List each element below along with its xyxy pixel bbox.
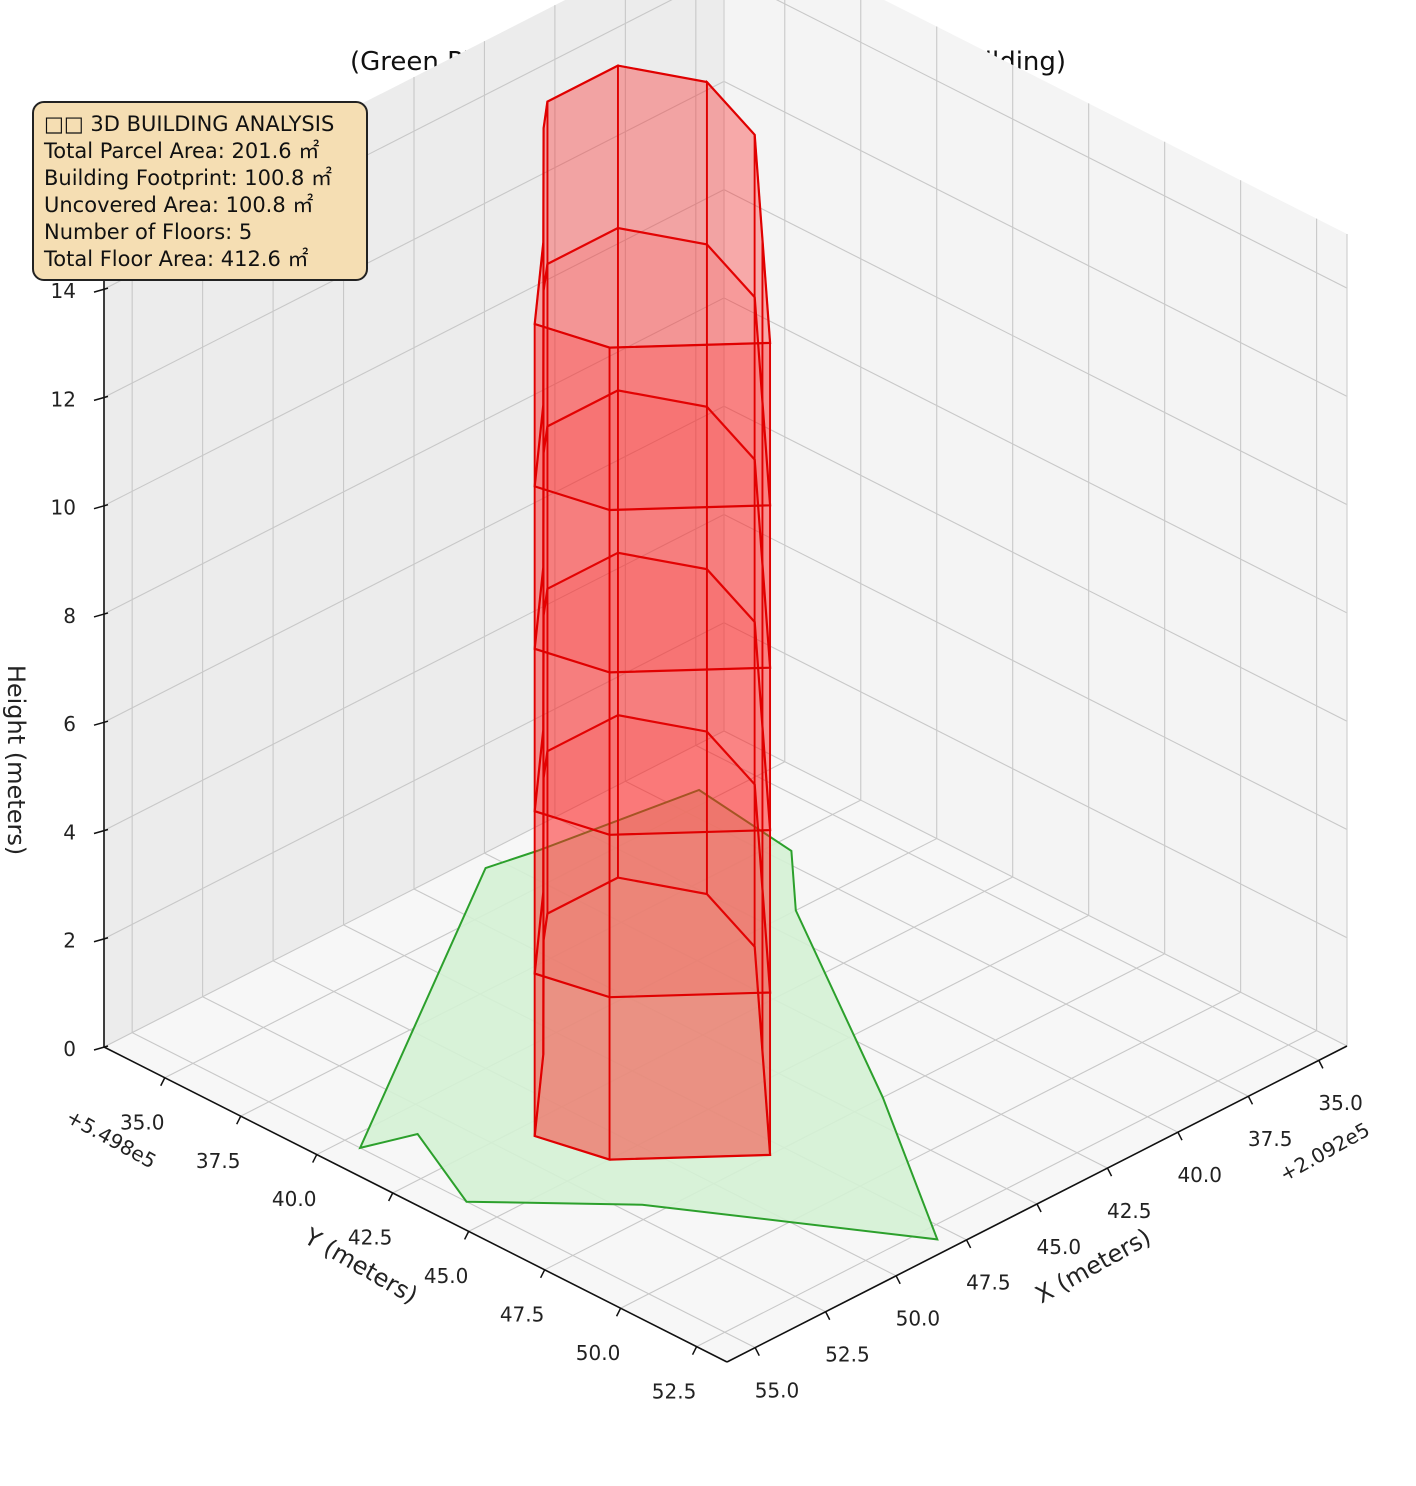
y-tick-mark bbox=[312, 1154, 318, 1163]
x-tick-mark bbox=[1247, 1095, 1254, 1105]
z-tick-label: 8 bbox=[63, 604, 76, 628]
x-tick-label: 42.5 bbox=[1107, 1199, 1152, 1223]
z-tick-mark bbox=[93, 287, 109, 293]
grid-line-z-right-wall bbox=[723, 189, 1348, 506]
x-tick-mark bbox=[754, 1347, 760, 1356]
grid-line-x-floor bbox=[695, 744, 1320, 1061]
parcel-platform bbox=[358, 788, 939, 1241]
tick-layer: 35.0 37.5 40.0 42.5 45.0 47.5 50.0 52.5 55.0 35.0… bbox=[51, 279, 1363, 1403]
grid-line-y-floor bbox=[696, 1030, 1317, 1348]
y-tick-mark bbox=[236, 1115, 242, 1125]
building-floor-slab bbox=[533, 876, 772, 1161]
grid-line-z-left-wall bbox=[103, 80, 725, 398]
grid-line-z-left-wall bbox=[103, 730, 725, 1048]
grid-line-z-right-wall bbox=[723, 622, 1348, 939]
y-axis-line bbox=[103, 1046, 728, 1363]
x-tick-label: 35.0 bbox=[1318, 1091, 1363, 1115]
y-tick-label: 45.0 bbox=[424, 1264, 469, 1288]
y-tick-label: 37.5 bbox=[196, 1149, 241, 1173]
z-tick-mark bbox=[93, 503, 109, 510]
analysis-annotation-box: □□ 3D BUILDING ANALYSIS Total Parcel Are… bbox=[32, 101, 368, 281]
y-tick-mark bbox=[160, 1077, 166, 1087]
z-tick-label: 2 bbox=[63, 929, 76, 953]
x-tick-mark bbox=[1318, 1060, 1324, 1069]
parcel-layer bbox=[358, 788, 939, 1241]
x-tick-label: 40.0 bbox=[1177, 1163, 1222, 1187]
y-tick-mark bbox=[387, 1192, 394, 1202]
x-tick-label: 55.0 bbox=[755, 1378, 800, 1402]
pane-back-right bbox=[724, 0, 1347, 1046]
z-axis-title: Height (meters) bbox=[2, 665, 30, 855]
x-tick-label: 45.0 bbox=[1037, 1235, 1082, 1259]
z-tick-label: 0 bbox=[63, 1037, 76, 1061]
grid-line-z-left-wall bbox=[103, 405, 725, 723]
building-layer bbox=[533, 64, 772, 1161]
z-tick-mark bbox=[93, 1045, 109, 1051]
z-tick-label: 12 bbox=[51, 387, 76, 411]
x-tick-label: 47.5 bbox=[966, 1271, 1011, 1295]
annotation-line-floors: Number of Floors: 5 bbox=[44, 220, 253, 244]
grid-line-z-left-wall bbox=[103, 513, 725, 831]
grid-line-z-left-wall bbox=[103, 189, 725, 507]
y-tick-label: 40.0 bbox=[272, 1187, 317, 1211]
y-tick-label: 42.5 bbox=[348, 1226, 393, 1250]
z-tick-mark bbox=[93, 395, 109, 402]
y-tick-label: 35.0 bbox=[120, 1110, 165, 1134]
z-tick-label: 4 bbox=[63, 820, 76, 844]
annotation-line-floor-area: Total Floor Area: 412.6 ㎡ bbox=[44, 247, 309, 271]
grid-line-z-right-wall bbox=[723, 297, 1348, 614]
x-tick-mark bbox=[1036, 1203, 1042, 1213]
z-tick-label: 10 bbox=[51, 496, 76, 520]
annotation-line-parcel-area: Total Parcel Area: 201.6 ㎡ bbox=[44, 139, 320, 163]
y-tick-label: 50.0 bbox=[576, 1341, 621, 1365]
z-tick-mark bbox=[93, 937, 109, 943]
x-tick-label: 52.5 bbox=[825, 1342, 870, 1366]
y-tick-mark bbox=[691, 1346, 698, 1356]
z-tick-mark bbox=[93, 828, 109, 835]
y-tick-label: 52.5 bbox=[652, 1379, 697, 1403]
annotation-header: □□ 3D BUILDING ANALYSIS bbox=[44, 112, 335, 136]
z-tick-label: 6 bbox=[63, 712, 76, 736]
grid-line-y-floor bbox=[620, 991, 1241, 1309]
annotation-line-uncovered: Uncovered Area: 100.8 ㎡ bbox=[44, 193, 314, 217]
grid-line-z-left-wall bbox=[103, 622, 725, 940]
z-tick-mark bbox=[93, 720, 109, 726]
grid-line-z-right-wall bbox=[723, 513, 1348, 830]
x-tick-label: 50.0 bbox=[896, 1307, 941, 1331]
z-tick-label: 14 bbox=[51, 279, 76, 303]
x-tick-mark bbox=[965, 1239, 972, 1249]
x-tick-label: 37.5 bbox=[1248, 1127, 1293, 1151]
grid-line-z-right-wall bbox=[723, 730, 1348, 1047]
z-tick-mark bbox=[93, 612, 109, 618]
grid-line-x-floor bbox=[131, 1032, 756, 1349]
y-tick-label: 47.5 bbox=[500, 1302, 545, 1326]
x-tick-mark bbox=[1177, 1131, 1183, 1141]
x-tick-mark bbox=[1106, 1167, 1113, 1177]
annotation-line-footprint: Building Footprint: 100.8 ㎡ bbox=[44, 166, 333, 190]
grid-line-z-left-wall bbox=[103, 297, 725, 615]
grid-line-z-right-wall bbox=[723, 80, 1348, 397]
y-tick-mark bbox=[615, 1307, 622, 1317]
y-tick-mark bbox=[539, 1269, 546, 1279]
grid-line-z-right-wall bbox=[775, 0, 1348, 289]
x-tick-mark bbox=[824, 1311, 831, 1321]
y-tick-mark bbox=[463, 1231, 470, 1240]
x-tick-mark bbox=[895, 1275, 901, 1285]
grid-line-z-right-wall bbox=[723, 405, 1348, 722]
